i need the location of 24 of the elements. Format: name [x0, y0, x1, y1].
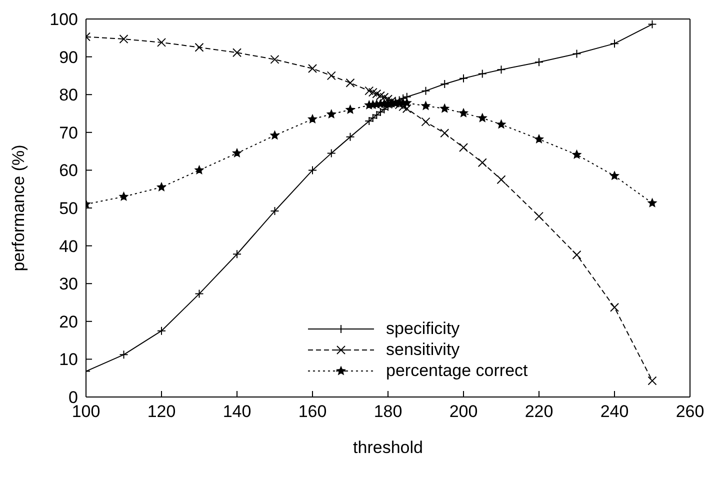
x-tick-label: 160 — [298, 402, 327, 422]
y-tick-label: 40 — [59, 236, 78, 256]
x-tick-label: 100 — [72, 402, 100, 422]
y-tick-label: 50 — [59, 199, 78, 218]
legend-label: sensitivity — [386, 340, 460, 360]
y-tick-label: 80 — [59, 86, 78, 105]
legend-label: percentage correct — [386, 360, 528, 380]
x-tick-label: 220 — [524, 402, 554, 422]
x-tick-label: 120 — [147, 402, 176, 422]
y-tick-label: 70 — [59, 123, 78, 142]
y-tick-label: 10 — [59, 350, 78, 370]
y-axis-title: performance (%) — [9, 144, 28, 272]
y-tick-label: 60 — [59, 161, 78, 180]
y-tick-label: 20 — [59, 312, 78, 332]
y-tick-label: 100 — [50, 10, 78, 30]
y-tick-label: 90 — [59, 48, 78, 67]
y-tick-label: 30 — [59, 274, 78, 294]
legend-label: specificity — [386, 318, 460, 338]
x-tick-label: 260 — [676, 402, 704, 422]
x-tick-label: 140 — [222, 402, 252, 422]
x-tick-label: 240 — [600, 402, 629, 422]
x-tick-label: 200 — [449, 402, 478, 422]
x-axis-title: threshold — [353, 438, 423, 457]
x-tick-label: 180 — [374, 402, 402, 422]
